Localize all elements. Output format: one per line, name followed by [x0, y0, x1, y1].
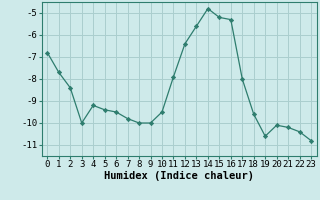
X-axis label: Humidex (Indice chaleur): Humidex (Indice chaleur) — [104, 171, 254, 181]
